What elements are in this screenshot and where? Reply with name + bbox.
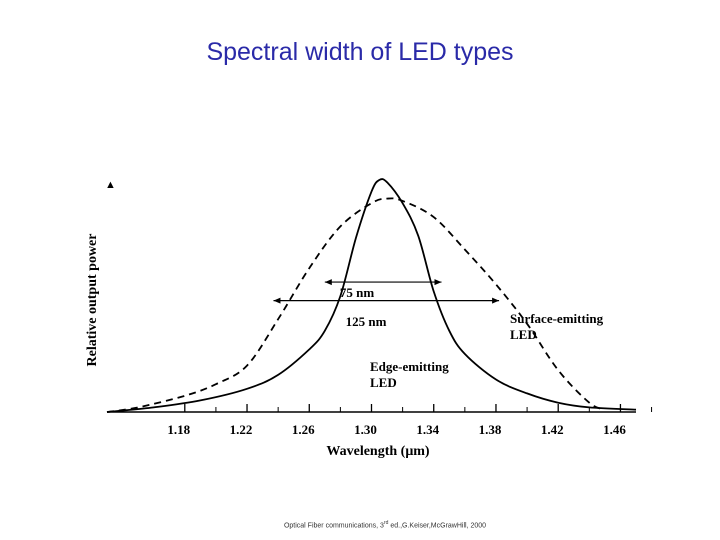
footer-text-start: Optical Fiber communications, 3 [283,522,384,530]
surface-emitting-curve [106,197,606,413]
x-tick-label: 1.22 [230,422,253,437]
annotation-125nm: 125 nm [346,314,387,329]
series-label-edge-emitting: Edge-emitting [370,359,449,374]
series-label-surface-led: LED [510,327,537,342]
x-tick-label: 1.42 [541,422,564,437]
x-tick-label: 1.30 [354,422,377,437]
x-tick-label: 1.38 [479,422,502,437]
x-tick-label: 1.18 [167,422,190,437]
footer-sup: rd [383,520,389,526]
citation-footer: Optical Fiber communications, 3rd ed.,G.… [0,520,720,529]
y-axis-arrow-icon: ▲ [105,179,116,191]
series-label-surface-emitting: Surface-emitting [510,311,604,326]
edge-emitting-curve [106,178,637,413]
series-label-edge-led: LED [370,375,397,390]
x-tick-label: 1.26 [292,422,315,437]
x-tick-label: 1.34 [416,422,439,437]
x-axis-label: Wavelength (μm) [326,444,430,459]
x-tick-label: 1.46 [603,422,626,437]
y-axis-label: Relative output power [85,234,100,367]
annotation-75nm: 75 nm [340,285,374,300]
slide-title: Spectral width of LED types [206,38,514,66]
footer-text-end: ed.,G.Keiser,McGrawHill, 2000 [388,522,487,530]
